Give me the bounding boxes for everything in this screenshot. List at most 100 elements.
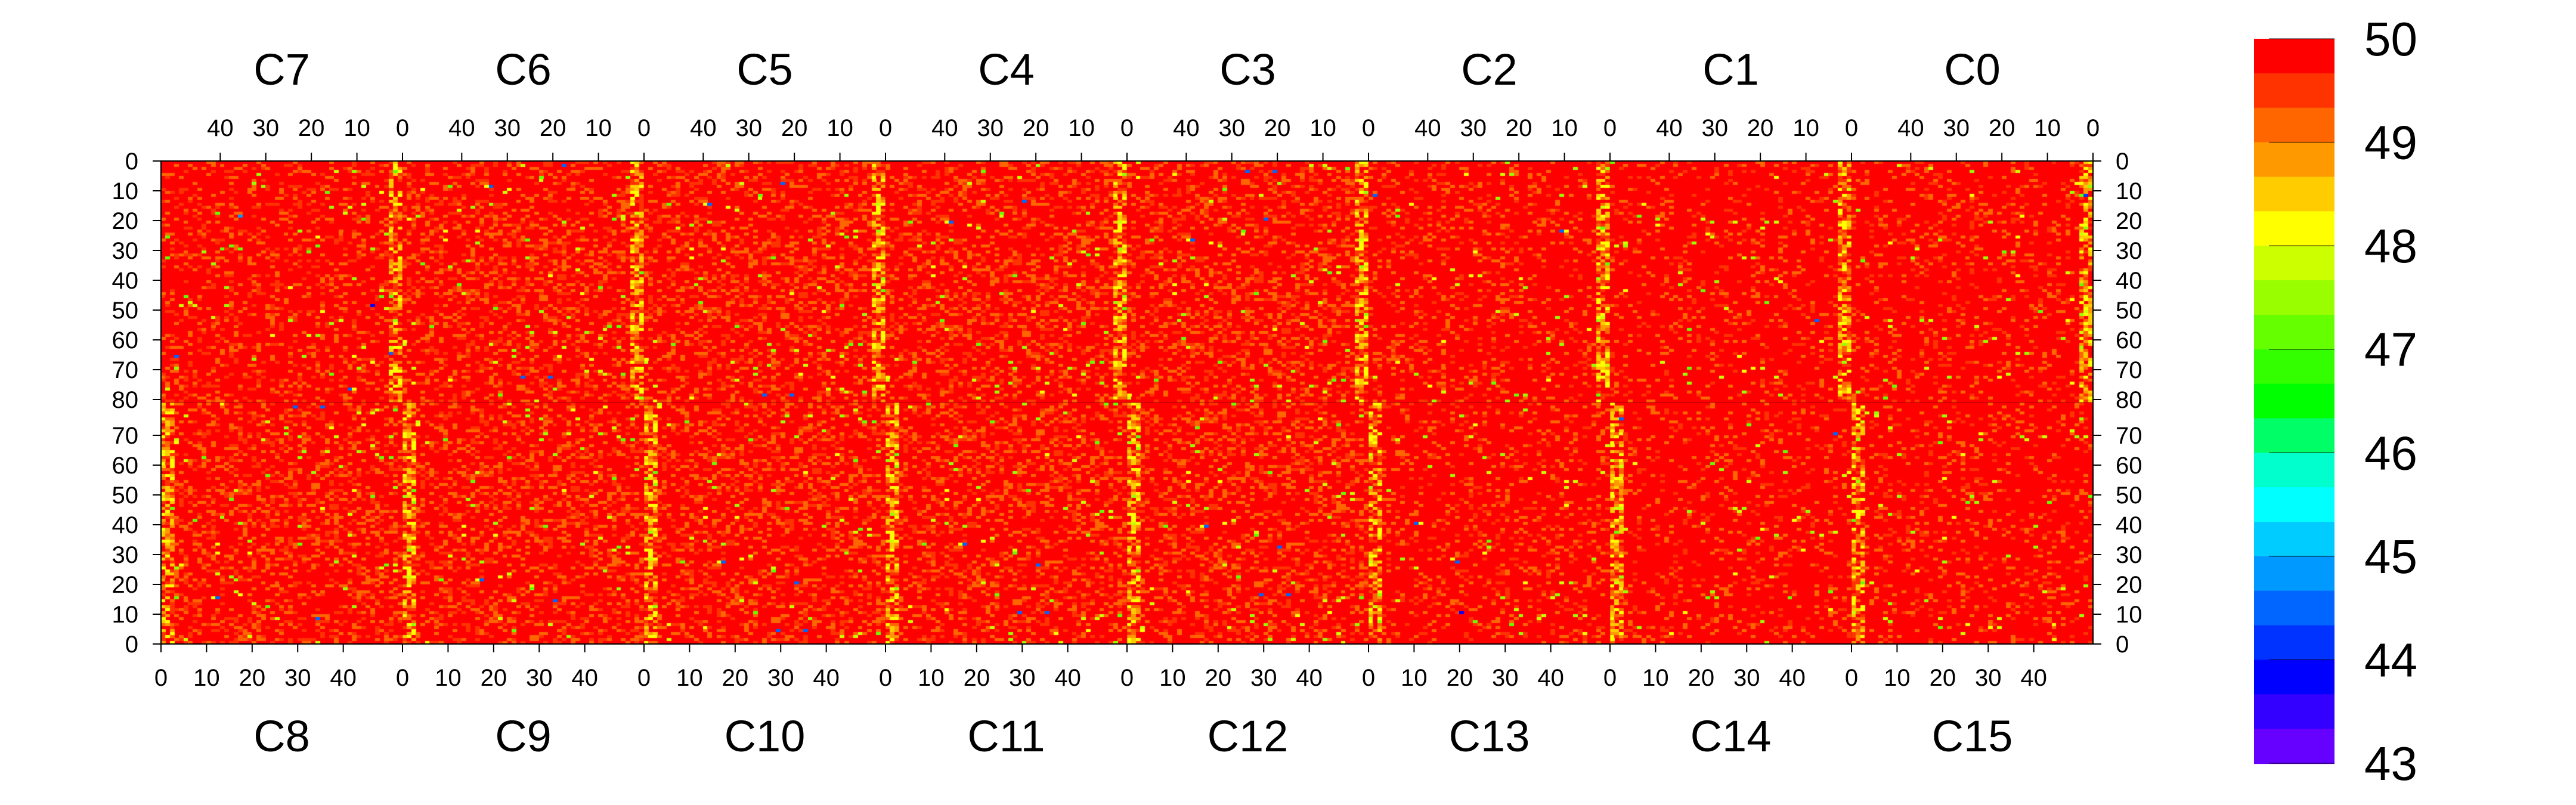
top-x-tick-label: 0 xyxy=(1845,115,1858,141)
left-y-tick-label: 40 xyxy=(112,268,139,294)
right-y-tick-label: 10 xyxy=(2116,178,2142,205)
top-x-tick-label: 20 xyxy=(1264,115,1291,141)
left-y-tick-label: 70 xyxy=(112,357,139,383)
bottom-chip-label: C14 xyxy=(1690,711,1772,761)
colorbar-tick-label: 49 xyxy=(2364,116,2417,169)
top-x-tick-label: 40 xyxy=(1173,115,1200,141)
left-y-tick-label: 30 xyxy=(112,238,139,264)
left-y-axis: 0 10 20 30 40 50 60 70 80 70 60 50 40 30 20 10 0 xyxy=(112,148,161,658)
colorbar-tick-label: 45 xyxy=(2364,530,2417,583)
bottom-x-tick-label: 10 xyxy=(1159,665,1186,691)
right-y-tick-label: 20 xyxy=(2116,572,2142,598)
colorbar-segment xyxy=(2254,39,2334,74)
bottom-x-tick-label: 40 xyxy=(1537,665,1564,691)
top-x-tick-label: 40 xyxy=(1656,115,1683,141)
colorbar-tick-label: 48 xyxy=(2364,219,2417,273)
colorbar-segment xyxy=(2254,418,2334,454)
left-y-tick-label: 20 xyxy=(112,572,139,598)
right-y-tick-label: 0 xyxy=(2116,148,2129,175)
top-x-tick-label: 0 xyxy=(879,115,892,141)
top-chip-label: C5 xyxy=(736,45,793,94)
top-x-tick-label: 10 xyxy=(2034,115,2061,141)
bottom-x-tick-label: 0 xyxy=(154,665,168,691)
bottom-chip-label: C12 xyxy=(1208,711,1289,761)
colorbar-segment xyxy=(2254,211,2334,247)
bottom-x-tick-label: 20 xyxy=(964,665,990,691)
colorbar-tick-label: 44 xyxy=(2364,633,2417,686)
left-y-tick-label: 10 xyxy=(112,178,139,205)
colorbar-segment xyxy=(2254,383,2334,419)
colorbar-ticks: 50 49 48 47 46 45 44 43 xyxy=(2269,13,2417,790)
colorbar-segment xyxy=(2254,487,2334,523)
top-x-tick-label: 10 xyxy=(826,115,853,141)
bottom-x-tick-label: 30 xyxy=(284,665,311,691)
right-y-axis: 0 10 20 30 40 50 60 70 80 70 60 50 40 30 20 10 0 xyxy=(2093,148,2142,658)
bottom-chip-label: C15 xyxy=(1932,711,2013,761)
bottom-x-tick-label: 10 xyxy=(918,665,945,691)
bottom-x-tick-label: 0 xyxy=(1845,665,1858,691)
top-x-tick-label: 10 xyxy=(1792,115,1819,141)
right-y-tick-label: 30 xyxy=(2116,542,2142,568)
bottom-x-tick-label: 10 xyxy=(193,665,220,691)
bottom-chip-label: C11 xyxy=(967,711,1045,761)
bottom-chip-label: C13 xyxy=(1449,711,1530,761)
top-x-tick-label: 30 xyxy=(1219,115,1246,141)
right-y-tick-label: 50 xyxy=(2116,298,2142,324)
left-y-tick-label: 40 xyxy=(112,512,139,538)
top-x-tick-label: 30 xyxy=(736,115,763,141)
colorbar-segment xyxy=(2254,142,2334,178)
bottom-chip-label: C10 xyxy=(724,711,806,761)
right-y-tick-label: 10 xyxy=(2116,602,2142,628)
bottom-x-tick-label: 30 xyxy=(1009,665,1036,691)
bottom-x-tick-label: 10 xyxy=(435,665,462,691)
top-chip-label: C2 xyxy=(1461,45,1518,94)
bottom-x-tick-label: 0 xyxy=(637,665,651,691)
top-x-tick-label: 10 xyxy=(1068,115,1095,141)
top-x-tick-label: 40 xyxy=(448,115,475,141)
bottom-chip-labels: C8 C9 C10 C11 C12 C13 C14 C15 xyxy=(253,711,2012,761)
bottom-x-tick-label: 10 xyxy=(1401,665,1428,691)
bottom-x-tick-label: 0 xyxy=(1603,665,1617,691)
bottom-x-tick-label: 40 xyxy=(813,665,840,691)
top-chip-label: C0 xyxy=(1944,45,2001,94)
top-x-tick-label: 0 xyxy=(1120,115,1134,141)
top-x-tick-label: 20 xyxy=(1989,115,2015,141)
top-x-tick-label: 20 xyxy=(1023,115,1049,141)
right-y-tick-label: 80 xyxy=(2116,387,2142,413)
colorbar-segment xyxy=(2254,107,2334,143)
bottom-x-tick-label: 10 xyxy=(1642,665,1669,691)
left-y-tick-label: 70 xyxy=(112,423,139,449)
top-x-tick-label: 0 xyxy=(2086,115,2100,141)
right-y-tick-label: 20 xyxy=(2116,208,2142,234)
left-y-tick-label: 30 xyxy=(112,542,139,568)
bottom-x-tick-label: 40 xyxy=(2020,665,2047,691)
top-chip-label: C6 xyxy=(495,45,552,94)
bottom-x-tick-label: 20 xyxy=(239,665,266,691)
bottom-x-tick-label: 20 xyxy=(1930,665,1956,691)
top-chip-label: C4 xyxy=(978,45,1035,94)
right-y-tick-label: 0 xyxy=(2116,631,2129,658)
bottom-x-tick-label: 20 xyxy=(1205,665,1232,691)
right-y-tick-label: 70 xyxy=(2116,357,2142,383)
left-y-tick-label: 60 xyxy=(112,327,139,354)
top-x-tick-label: 20 xyxy=(1506,115,1532,141)
top-x-axis: 40 30 20 10 0 40 30 20 10 0 40 30 20 10 0 40 30 20 10 0 40 30… xyxy=(207,115,2100,161)
top-x-tick-label: 30 xyxy=(1943,115,1970,141)
bottom-x-tick-label: 0 xyxy=(396,665,409,691)
colorbar-segment xyxy=(2254,349,2334,385)
right-y-tick-label: 40 xyxy=(2116,268,2142,294)
colorbar-tick-label: 50 xyxy=(2364,13,2417,66)
bottom-x-tick-label: 20 xyxy=(1688,665,1715,691)
bottom-x-tick-label: 0 xyxy=(1120,665,1134,691)
top-x-tick-label: 20 xyxy=(1747,115,1774,141)
bottom-x-tick-label: 30 xyxy=(1733,665,1760,691)
top-x-tick-label: 10 xyxy=(1551,115,1578,141)
top-x-tick-label: 20 xyxy=(781,115,808,141)
left-y-tick-label: 50 xyxy=(112,298,139,324)
top-x-tick-label: 20 xyxy=(298,115,325,141)
bottom-x-axis: 0 10 20 30 40 0 10 20 30 40 0 10 20 30 40 0 10 20 30 40 0 10 2… xyxy=(154,644,2047,691)
bottom-x-tick-label: 10 xyxy=(1884,665,1911,691)
top-x-tick-label: 0 xyxy=(1362,115,1375,141)
top-x-tick-label: 20 xyxy=(540,115,566,141)
